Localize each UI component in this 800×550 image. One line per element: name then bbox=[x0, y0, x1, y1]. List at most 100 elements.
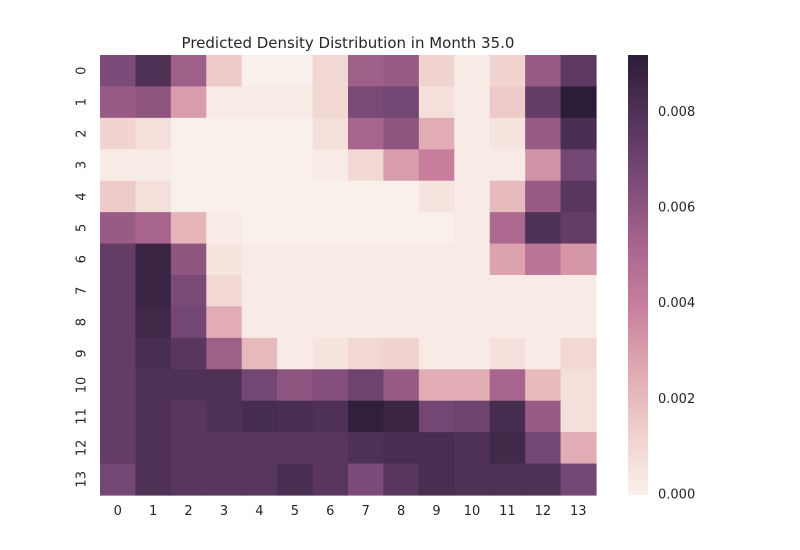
chart-title: Predicted Density Distribution in Month … bbox=[182, 34, 515, 52]
x-tick-label: 7 bbox=[362, 504, 370, 519]
heatmap-cell bbox=[348, 86, 385, 119]
y-tick-label: 13 bbox=[74, 471, 89, 488]
heatmap-cell bbox=[135, 400, 172, 433]
x-tick-label: 11 bbox=[499, 504, 516, 519]
heatmap-cell bbox=[348, 306, 385, 339]
heatmap-cell bbox=[135, 243, 172, 276]
heatmap-cell bbox=[241, 337, 278, 370]
y-tick-label: 11 bbox=[74, 408, 89, 425]
heatmap-cell bbox=[206, 243, 243, 276]
heatmap-cell bbox=[454, 212, 491, 245]
y-tick-label: 2 bbox=[75, 129, 90, 137]
heatmap-cell bbox=[348, 369, 385, 402]
heatmap-cell bbox=[100, 275, 137, 308]
heatmap-cell bbox=[489, 369, 526, 402]
heatmap-cell bbox=[277, 243, 314, 276]
heatmap-cell bbox=[525, 306, 562, 339]
heatmap-cell bbox=[525, 463, 562, 496]
heatmap-cell bbox=[170, 212, 207, 245]
colorbar bbox=[628, 55, 648, 495]
heatmap-cell bbox=[135, 212, 172, 245]
heatmap-cell bbox=[383, 275, 420, 308]
heatmap-cell bbox=[135, 432, 172, 465]
x-tick-label: 9 bbox=[432, 504, 440, 519]
heatmap-cell bbox=[418, 55, 455, 88]
heatmap-cell bbox=[241, 180, 278, 213]
heatmap-cell bbox=[241, 212, 278, 245]
heatmap-cell bbox=[206, 149, 243, 182]
heatmap-cell bbox=[277, 275, 314, 308]
heatmap-cell bbox=[525, 117, 562, 150]
heatmap-cell bbox=[383, 243, 420, 276]
heatmap-cell bbox=[100, 463, 137, 496]
heatmap-cell bbox=[170, 86, 207, 119]
heatmap-cell bbox=[489, 432, 526, 465]
heatmap-cell bbox=[560, 432, 597, 465]
heatmap-cell bbox=[348, 55, 385, 88]
heatmap-cell bbox=[241, 463, 278, 496]
heatmap-cell bbox=[454, 243, 491, 276]
heatmap-cell bbox=[206, 463, 243, 496]
y-tick-label: 6 bbox=[74, 255, 89, 263]
heatmap-cell bbox=[418, 180, 455, 213]
heatmap-cell bbox=[383, 55, 420, 88]
heatmap-cell bbox=[277, 86, 314, 119]
heatmap-cell bbox=[135, 86, 172, 119]
y-tick-label: 9 bbox=[75, 349, 90, 357]
heatmap-cell bbox=[525, 55, 562, 88]
heatmap-cell bbox=[348, 275, 385, 308]
heatmap-cell bbox=[525, 86, 562, 119]
y-tick-label: 1 bbox=[75, 98, 90, 106]
heatmap-cell bbox=[312, 400, 349, 433]
heatmap-cell bbox=[383, 306, 420, 339]
heatmap-cell bbox=[241, 86, 278, 119]
heatmap-cell bbox=[135, 149, 172, 182]
heatmap-cell bbox=[454, 86, 491, 119]
heatmap-cell bbox=[312, 432, 349, 465]
heatmap-cell bbox=[418, 117, 455, 150]
heatmap-cell bbox=[277, 369, 314, 402]
heatmap-cell bbox=[525, 275, 562, 308]
heatmap-cell bbox=[241, 369, 278, 402]
heatmap-cell bbox=[560, 149, 597, 182]
y-tick-label: 4 bbox=[74, 192, 89, 200]
heatmap-cell bbox=[560, 243, 597, 276]
heatmap-cell bbox=[418, 149, 455, 182]
heatmap-cell bbox=[383, 117, 420, 150]
heatmap-cell bbox=[135, 306, 172, 339]
heatmap-cell bbox=[454, 463, 491, 496]
heatmap-cell bbox=[100, 149, 137, 182]
heatmap-cell bbox=[312, 149, 349, 182]
heatmap-cell bbox=[241, 117, 278, 150]
heatmap-cell bbox=[170, 117, 207, 150]
heatmap-cell bbox=[206, 117, 243, 150]
heatmap-cell bbox=[206, 212, 243, 245]
heatmap-cell bbox=[170, 369, 207, 402]
heatmap-cell bbox=[100, 400, 137, 433]
y-tick-label: 12 bbox=[74, 440, 89, 457]
heatmap-cell bbox=[489, 212, 526, 245]
heatmap-cell bbox=[135, 463, 172, 496]
y-tick-label: 3 bbox=[75, 161, 90, 169]
colorbar-tick-label: 0.008 bbox=[658, 105, 695, 120]
heatmap-cell bbox=[383, 369, 420, 402]
heatmap-cell bbox=[560, 369, 597, 402]
heatmap-cell bbox=[241, 275, 278, 308]
heatmap-cell bbox=[560, 463, 597, 496]
heatmap-cell bbox=[170, 55, 207, 88]
heatmap-cell bbox=[525, 432, 562, 465]
heatmap-cell bbox=[348, 337, 385, 370]
heatmap-cell bbox=[277, 432, 314, 465]
heatmap-cell bbox=[135, 180, 172, 213]
heatmap-cell bbox=[312, 212, 349, 245]
heatmap-cell bbox=[489, 400, 526, 433]
heatmap-cell bbox=[454, 400, 491, 433]
heatmap-cell bbox=[100, 306, 137, 339]
colorbar-tick-label: 0.002 bbox=[658, 392, 695, 407]
heatmap-cell bbox=[277, 117, 314, 150]
colorbar-tick-label: 0.000 bbox=[658, 488, 695, 503]
heatmap-cell bbox=[418, 212, 455, 245]
x-tick-label: 13 bbox=[570, 504, 587, 519]
heatmap-cell bbox=[489, 463, 526, 496]
heatmap-cell bbox=[383, 432, 420, 465]
